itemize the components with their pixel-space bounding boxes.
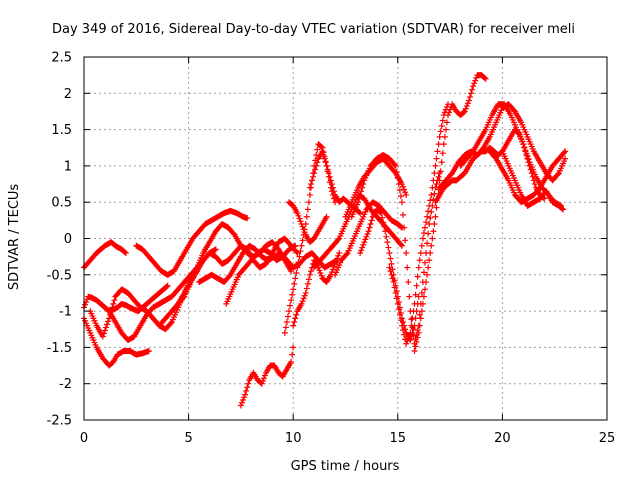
data-series-10: [223, 242, 299, 307]
plus-markers: [499, 148, 567, 213]
data-points: [81, 72, 569, 409]
data-series-24: [436, 101, 569, 191]
y-tick-label: 1: [64, 159, 72, 174]
data-series-11: [237, 344, 297, 409]
x-axis-label: GPS time / hours: [291, 459, 400, 474]
chart-title: Day 349 of 2016, Sidereal Day-to-day VTE…: [52, 22, 575, 37]
data-series-22: [411, 72, 489, 355]
plus-markers: [348, 152, 443, 347]
y-axis-ticks: -2.5 -2 -1.5 -1 -0.5 0 0.5 1 1.5 2 2.5: [47, 51, 607, 429]
data-series-13: [286, 199, 330, 246]
plus-markers: [286, 199, 330, 246]
y-tick-label: 1.5: [51, 123, 72, 138]
data-series-1: [81, 239, 129, 271]
y-tick-label: 2.5: [51, 51, 72, 66]
y-tick-label: -1.5: [47, 341, 72, 356]
y-tick-label: 2: [64, 87, 72, 102]
y-tick-label: -2.5: [47, 414, 72, 429]
data-series-2: [81, 282, 171, 315]
y-axis-label: SDTVAR / TECUs: [7, 184, 22, 291]
plus-markers: [306, 148, 364, 217]
data-series-9: [196, 242, 341, 286]
x-tick-label: 5: [184, 431, 192, 446]
x-tick-label: 15: [390, 431, 407, 446]
plus-markers: [290, 250, 343, 329]
plus-markers: [133, 207, 251, 278]
y-tick-label: -0.5: [47, 268, 72, 283]
data-series-21: [386, 101, 452, 347]
plus-markers: [386, 101, 452, 347]
data-series-27: [499, 148, 567, 213]
plus-markers: [237, 344, 297, 409]
data-series-15: [306, 148, 364, 217]
y-tick-label: 0.5: [51, 196, 72, 211]
plus-markers: [81, 239, 129, 271]
plus-markers: [223, 242, 299, 307]
y-tick-label: -2: [59, 377, 72, 392]
data-series-14: [290, 250, 343, 329]
y-tick-label: -1: [59, 305, 72, 320]
x-tick-label: 10: [285, 431, 302, 446]
plus-markers: [332, 199, 405, 278]
x-axis-ticks: 0 5 10 15 20 25: [80, 57, 615, 446]
plus-markers: [196, 242, 341, 286]
x-tick-label: 25: [599, 431, 616, 446]
plus-markers: [81, 282, 171, 315]
grid: [84, 57, 607, 420]
data-series-6: [133, 207, 251, 278]
y-tick-label: 0: [64, 232, 72, 247]
data-series-19: [348, 152, 443, 347]
x-tick-label: 0: [80, 431, 88, 446]
x-tick-label: 20: [494, 431, 511, 446]
plus-markers: [436, 101, 569, 191]
data-series-17: [332, 199, 405, 278]
plus-markers: [411, 72, 489, 355]
